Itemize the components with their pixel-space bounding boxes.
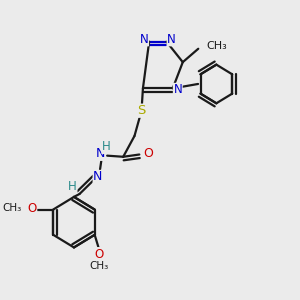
Text: H: H bbox=[102, 140, 111, 154]
Text: S: S bbox=[137, 104, 146, 117]
Text: N: N bbox=[140, 33, 148, 46]
Text: O: O bbox=[94, 248, 104, 261]
Text: N: N bbox=[173, 83, 182, 96]
Text: O: O bbox=[28, 202, 37, 214]
Text: N: N bbox=[93, 170, 103, 184]
Text: O: O bbox=[144, 147, 154, 160]
Text: N: N bbox=[167, 33, 176, 46]
Text: CH₃: CH₃ bbox=[2, 203, 21, 213]
Text: CH₃: CH₃ bbox=[89, 261, 109, 271]
Text: H: H bbox=[68, 180, 77, 193]
Text: CH₃: CH₃ bbox=[207, 41, 227, 51]
Text: N: N bbox=[96, 147, 105, 160]
